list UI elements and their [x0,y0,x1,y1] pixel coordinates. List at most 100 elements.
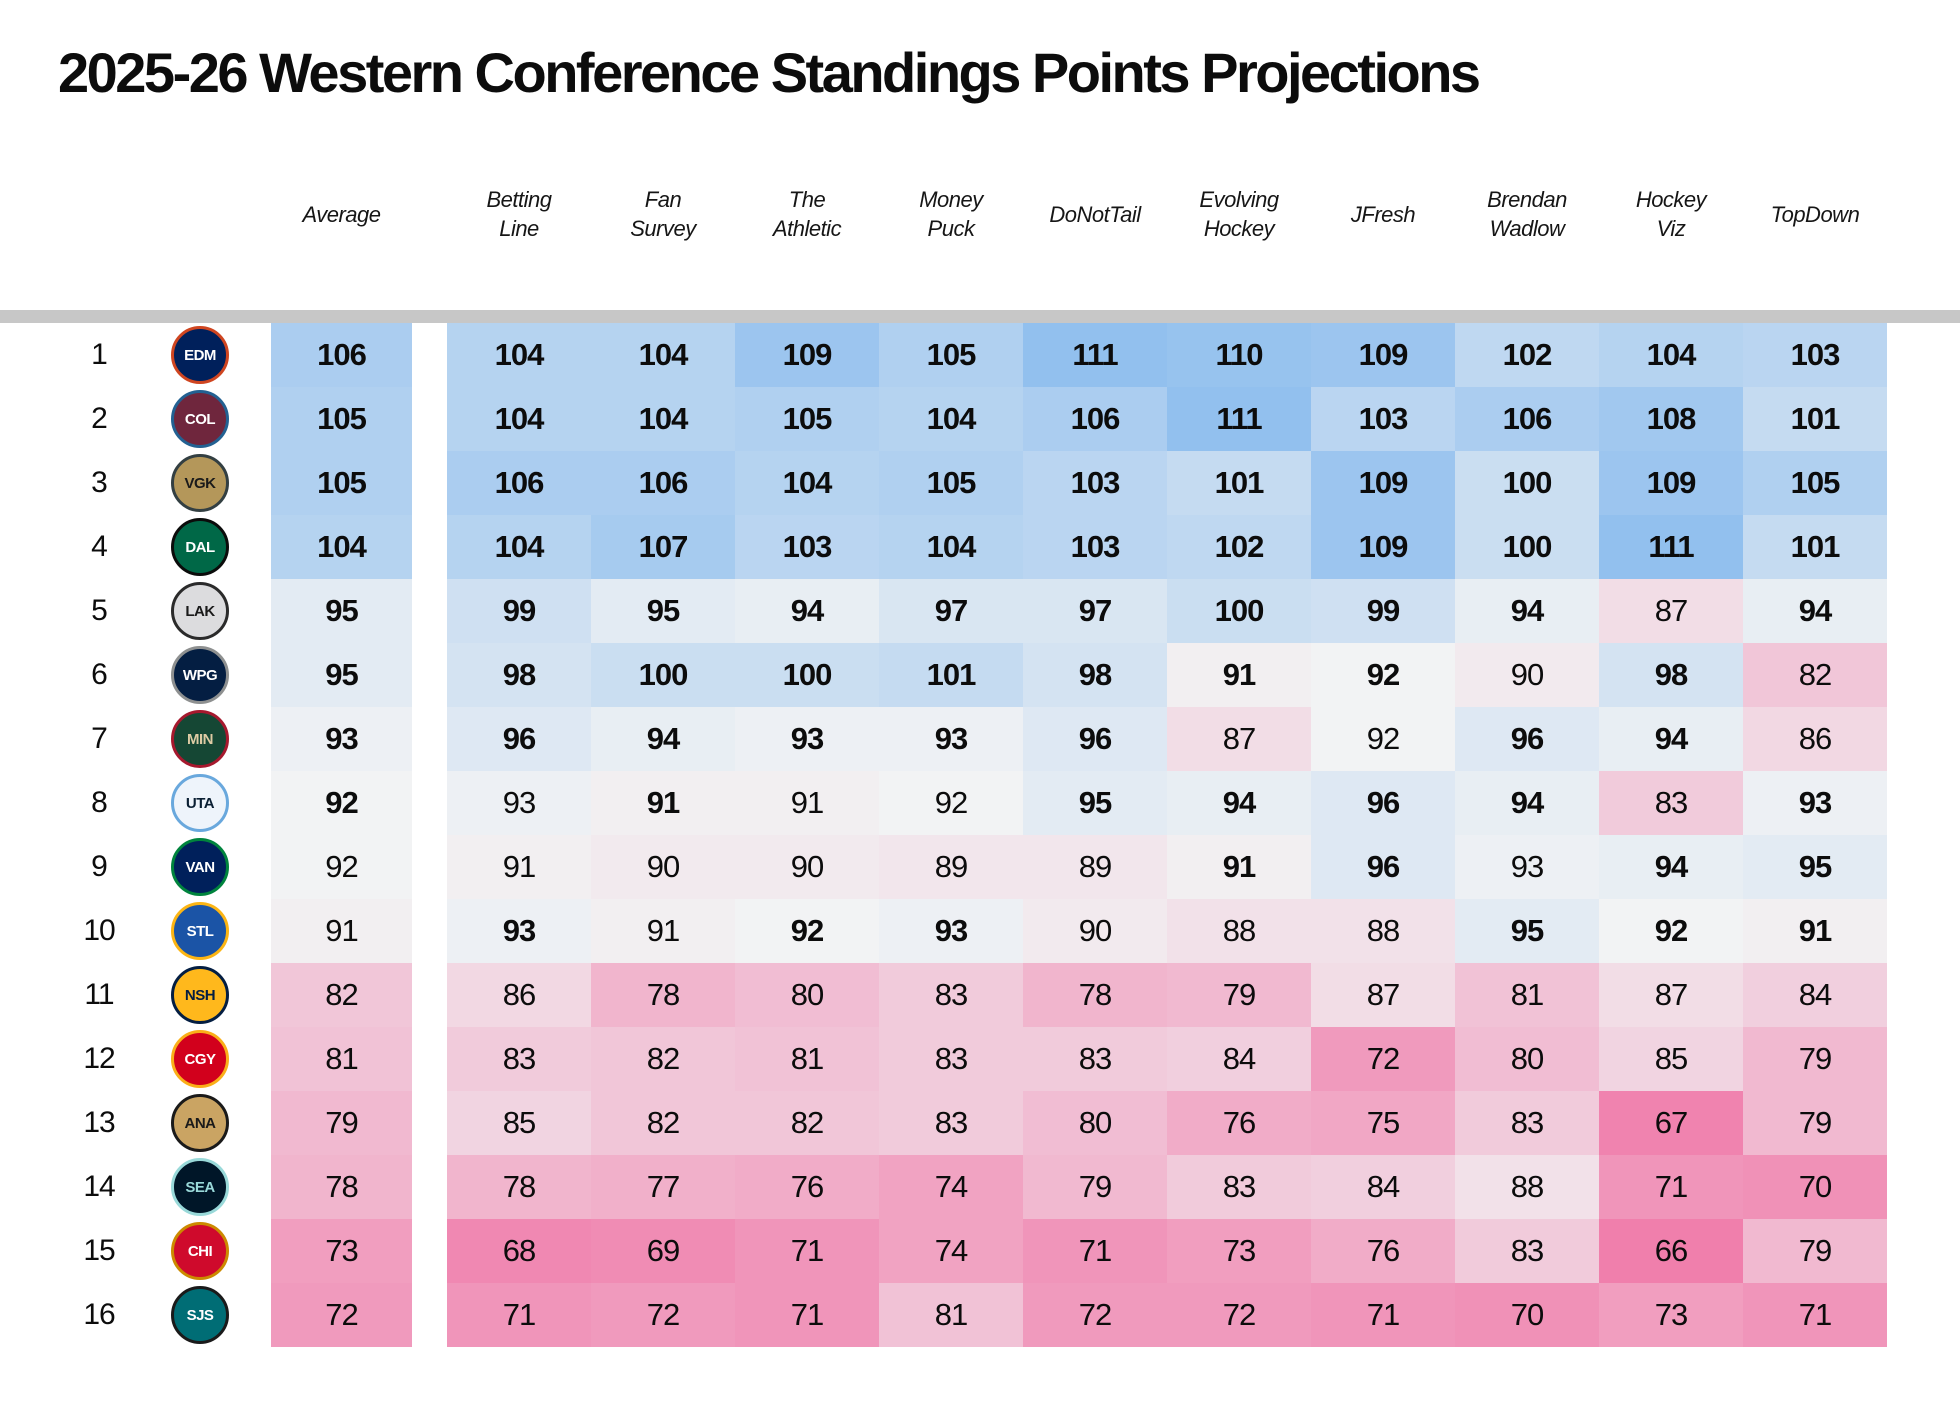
points-cell: 92 [1599,899,1743,963]
points-cell: 88 [1167,899,1311,963]
points-cell: 71 [1599,1155,1743,1219]
points-cell: 80 [1023,1091,1167,1155]
rank-label: 6 [91,658,108,691]
points-cell: 106 [591,451,735,515]
rank-label: 16 [83,1298,115,1331]
column-header-fan-survey: Fan Survey [630,187,696,241]
points-cell: 78 [447,1155,591,1219]
points-cell: 98 [447,643,591,707]
points-cell: 83 [1455,1091,1599,1155]
points-cell: 84 [1311,1155,1455,1219]
points-cell: 104 [879,515,1023,579]
average-points-cell: 78 [271,1155,412,1219]
points-cell: 104 [447,323,591,387]
points-cell: 111 [1023,323,1167,387]
average-points-cell: 105 [271,451,412,515]
points-cell: 97 [879,579,1023,643]
points-cell: 104 [1599,323,1743,387]
team-abbr: DAL [185,538,215,556]
points-cell: 88 [1311,899,1455,963]
points-cell: 104 [879,387,1023,451]
points-cell: 106 [1023,387,1167,451]
points-cell: 98 [1023,643,1167,707]
points-cell: 82 [591,1027,735,1091]
points-cell: 76 [1311,1219,1455,1283]
points-cell: 83 [879,1027,1023,1091]
points-cell: 93 [1455,835,1599,899]
points-cell: 96 [1455,707,1599,771]
average-points-cell: 104 [271,515,412,579]
points-cell: 66 [1599,1219,1743,1283]
points-cell: 87 [1599,963,1743,1027]
points-cell: 103 [735,515,879,579]
points-cell: 79 [1023,1155,1167,1219]
table-row-wpg: 6 WPG 95 98 100 100 101 98 91 92 90 98 82 [0,643,1960,707]
points-cell: 103 [1311,387,1455,451]
points-cell: 106 [447,451,591,515]
points-cell: 101 [1743,387,1887,451]
points-cell: 76 [735,1155,879,1219]
average-points-cell: 73 [271,1219,412,1283]
team-abbr: CHI [187,1242,213,1260]
points-cell: 77 [591,1155,735,1219]
points-cell: 89 [1023,835,1167,899]
points-cell: 95 [1455,899,1599,963]
column-header-the-athletic: The Athletic [772,187,842,241]
points-cell: 93 [447,771,591,835]
rank-label: 15 [83,1234,115,1267]
average-points-cell: 95 [271,643,412,707]
points-cell: 79 [1167,963,1311,1027]
points-cell: 80 [735,963,879,1027]
points-cell: 79 [1743,1219,1887,1283]
table-row-ana: 13 ANA 79 85 82 82 83 80 76 75 83 67 79 [0,1091,1960,1155]
table-row-nsh: 11 NSH 82 86 78 80 83 78 79 87 81 87 84 [0,963,1960,1027]
points-cell: 83 [1455,1219,1599,1283]
points-cell: 73 [1167,1219,1311,1283]
points-cell: 83 [879,1091,1023,1155]
average-points-cell: 79 [271,1091,412,1155]
average-points-cell: 105 [271,387,412,451]
points-cell: 86 [447,963,591,1027]
points-cell: 104 [447,515,591,579]
points-cell: 90 [591,835,735,899]
points-cell: 69 [591,1219,735,1283]
points-cell: 78 [591,963,735,1027]
points-cell: 72 [1311,1027,1455,1091]
points-cell: 93 [735,707,879,771]
points-cell: 85 [1599,1027,1743,1091]
table-row-stl: 10 STL 91 93 91 92 93 90 88 88 95 92 91 [0,899,1960,963]
rank-label: 13 [83,1106,115,1139]
points-cell: 82 [735,1091,879,1155]
points-cell: 107 [591,515,735,579]
points-cell: 109 [1311,323,1455,387]
points-cell: 92 [735,899,879,963]
points-cell: 109 [1311,515,1455,579]
points-cell: 94 [591,707,735,771]
team-logo-col: COL [171,390,229,448]
column-header-evolving-hockey: Evolving Hockey [1199,187,1279,241]
average-points-cell: 93 [271,707,412,771]
points-cell: 83 [447,1027,591,1091]
points-cell: 95 [1743,835,1887,899]
points-cell: 92 [879,771,1023,835]
team-logo-wpg: WPG [171,646,229,704]
points-cell: 96 [1311,771,1455,835]
points-cell: 94 [1455,771,1599,835]
points-cell: 71 [1743,1283,1887,1347]
table-row-lak: 5 LAK 95 99 95 94 97 97 100 99 94 87 94 [0,579,1960,643]
points-cell: 88 [1455,1155,1599,1219]
team-logo-chi: CHI [171,1222,229,1280]
points-cell: 84 [1167,1027,1311,1091]
points-cell: 94 [1599,835,1743,899]
team-abbr: VAN [185,858,215,876]
points-cell: 72 [1167,1283,1311,1347]
points-cell: 101 [1167,451,1311,515]
team-logo-vgk: VGK [171,454,229,512]
column-header-row: Average Betting Line Fan Survey The Athleti… [271,140,1887,290]
team-abbr: CGY [184,1050,216,1068]
points-cell: 83 [1023,1027,1167,1091]
team-logo-uta: UTA [171,774,229,832]
points-cell: 110 [1167,323,1311,387]
points-cell: 92 [1311,643,1455,707]
